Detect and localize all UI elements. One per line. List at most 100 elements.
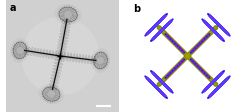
Ellipse shape xyxy=(209,79,216,86)
Ellipse shape xyxy=(56,63,61,65)
Ellipse shape xyxy=(223,79,227,83)
Ellipse shape xyxy=(212,75,220,83)
Ellipse shape xyxy=(172,68,176,72)
Ellipse shape xyxy=(216,83,223,90)
Ellipse shape xyxy=(161,27,165,31)
Ellipse shape xyxy=(210,77,218,85)
Ellipse shape xyxy=(166,22,170,26)
Ellipse shape xyxy=(91,48,110,73)
Ellipse shape xyxy=(214,20,218,24)
Ellipse shape xyxy=(205,73,207,75)
Ellipse shape xyxy=(157,31,161,35)
Ellipse shape xyxy=(94,52,107,69)
Ellipse shape xyxy=(145,76,152,83)
Ellipse shape xyxy=(52,52,54,57)
Ellipse shape xyxy=(208,26,212,30)
Ellipse shape xyxy=(155,18,162,26)
Ellipse shape xyxy=(218,70,225,78)
Ellipse shape xyxy=(202,39,204,41)
Ellipse shape xyxy=(211,91,215,95)
Ellipse shape xyxy=(153,84,157,88)
Ellipse shape xyxy=(196,46,198,48)
Ellipse shape xyxy=(212,79,216,83)
Ellipse shape xyxy=(220,79,227,87)
Ellipse shape xyxy=(63,25,68,27)
Ellipse shape xyxy=(154,20,161,27)
Ellipse shape xyxy=(161,81,165,85)
Ellipse shape xyxy=(154,31,161,38)
Ellipse shape xyxy=(168,73,170,75)
Ellipse shape xyxy=(162,82,166,86)
Ellipse shape xyxy=(157,28,164,35)
Ellipse shape xyxy=(217,34,221,38)
Ellipse shape xyxy=(161,24,168,31)
Ellipse shape xyxy=(167,72,171,76)
Ellipse shape xyxy=(38,84,64,104)
Ellipse shape xyxy=(169,70,173,74)
Ellipse shape xyxy=(37,50,39,55)
Ellipse shape xyxy=(216,22,223,29)
Ellipse shape xyxy=(210,27,214,31)
Ellipse shape xyxy=(158,18,162,22)
Ellipse shape xyxy=(221,27,228,34)
Ellipse shape xyxy=(210,81,214,85)
Ellipse shape xyxy=(157,77,161,81)
Ellipse shape xyxy=(166,34,168,36)
Ellipse shape xyxy=(31,49,33,54)
Ellipse shape xyxy=(85,57,86,62)
Ellipse shape xyxy=(205,22,209,26)
Ellipse shape xyxy=(150,81,157,88)
Ellipse shape xyxy=(221,78,228,85)
Ellipse shape xyxy=(146,78,150,82)
Ellipse shape xyxy=(216,72,223,79)
Ellipse shape xyxy=(204,20,208,24)
Ellipse shape xyxy=(207,81,214,88)
Ellipse shape xyxy=(57,57,62,58)
Ellipse shape xyxy=(209,26,213,30)
Ellipse shape xyxy=(154,20,161,28)
Ellipse shape xyxy=(197,42,201,47)
Ellipse shape xyxy=(60,39,66,41)
Ellipse shape xyxy=(40,50,42,56)
Ellipse shape xyxy=(162,82,170,90)
Ellipse shape xyxy=(59,8,77,22)
Ellipse shape xyxy=(212,18,220,26)
Ellipse shape xyxy=(156,33,160,37)
Ellipse shape xyxy=(159,26,166,33)
Ellipse shape xyxy=(198,67,200,68)
Ellipse shape xyxy=(161,81,168,88)
Ellipse shape xyxy=(198,44,200,45)
Ellipse shape xyxy=(172,40,176,44)
Ellipse shape xyxy=(204,20,211,28)
Ellipse shape xyxy=(148,79,156,87)
Ellipse shape xyxy=(164,84,168,88)
Ellipse shape xyxy=(202,86,209,93)
Ellipse shape xyxy=(214,31,218,35)
Ellipse shape xyxy=(62,34,67,36)
Ellipse shape xyxy=(153,24,157,28)
Ellipse shape xyxy=(155,86,159,90)
Ellipse shape xyxy=(169,38,173,42)
Ellipse shape xyxy=(204,72,208,76)
Ellipse shape xyxy=(155,22,159,26)
Ellipse shape xyxy=(150,34,158,42)
Ellipse shape xyxy=(212,18,216,22)
Ellipse shape xyxy=(175,44,177,45)
Ellipse shape xyxy=(150,24,157,31)
Ellipse shape xyxy=(212,29,220,37)
Ellipse shape xyxy=(177,46,179,48)
Ellipse shape xyxy=(207,34,209,36)
Ellipse shape xyxy=(197,65,201,70)
Ellipse shape xyxy=(64,22,69,24)
Ellipse shape xyxy=(174,65,178,70)
Ellipse shape xyxy=(209,93,213,97)
Ellipse shape xyxy=(173,41,175,43)
Ellipse shape xyxy=(152,83,159,90)
Ellipse shape xyxy=(93,50,108,71)
Ellipse shape xyxy=(152,83,156,87)
Ellipse shape xyxy=(210,81,214,85)
Ellipse shape xyxy=(219,72,223,76)
Ellipse shape xyxy=(216,86,220,90)
Ellipse shape xyxy=(199,40,203,44)
Ellipse shape xyxy=(214,77,218,81)
